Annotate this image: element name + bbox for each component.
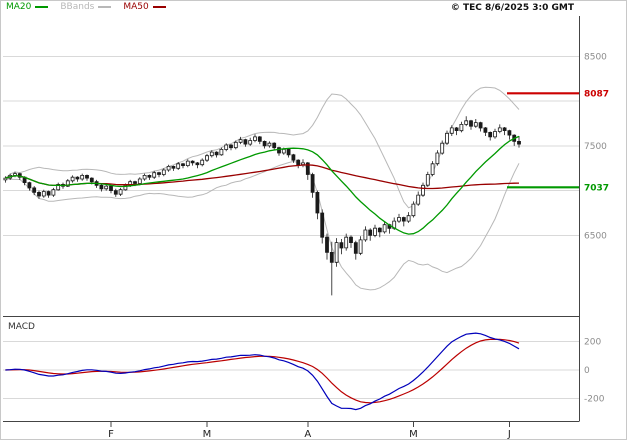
price-levels [507,92,579,189]
month-label: A [304,429,311,440]
macd-panel-title: MACD [8,322,35,332]
legend-label: BBands [60,2,95,12]
resistance-level-label: 8087 [584,89,609,99]
axis-labels: 8500 7500 6500 200 0 -200 8087 7037 F M A M J [108,52,609,440]
month-label: M [409,429,418,440]
macd-axis-tick-label: -200 [584,394,605,404]
price-axis-tick-label: 7500 [584,142,607,152]
legend-line-sample [35,6,49,8]
legend-item-ma50: MA50 [123,2,166,12]
month-label: F [108,429,114,440]
legend-label: MA50 [123,2,149,12]
macd-signal-line [5,338,520,404]
ma20-line [5,135,520,235]
bollinger-lower-band-line [5,160,520,291]
legend-line-sample [152,6,166,8]
copyright-text: © TEC 8/6/2025 3:0 GMT [450,3,574,13]
macd-line [5,332,520,411]
legend-item-bbands: BBands [60,2,112,12]
legend-label: MA20 [6,2,32,12]
down-candle-bodies [17,120,521,263]
price-axis-tick-label: 8500 [584,52,607,62]
axes [3,16,580,422]
price-panel [3,86,521,296]
legend: MA20 BBands MA50 [6,2,166,12]
month-label: J [507,429,511,440]
month-label: M [203,429,212,440]
gridlines [3,55,579,399]
macd-axis-tick-label: 0 [584,366,590,376]
up-candle-bodies [3,120,502,263]
support-level-label: 7037 [584,183,609,193]
price-axis-tick-label: 6500 [584,231,607,241]
macd-panel [5,332,520,411]
legend-line-sample [98,6,112,8]
legend-item-ma20: MA20 [6,2,49,12]
macd-axis-tick-label: 200 [584,338,601,348]
